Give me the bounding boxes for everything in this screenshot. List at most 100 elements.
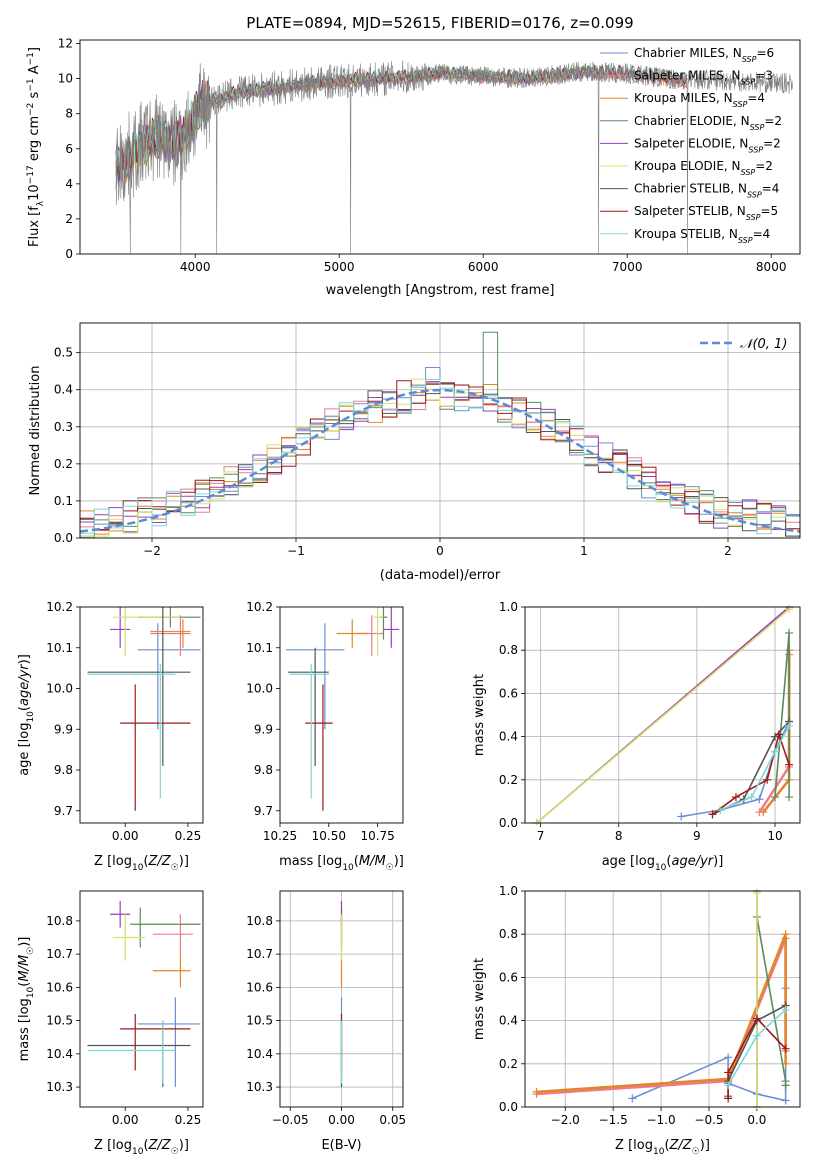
weight-line bbox=[681, 721, 790, 818]
weight-marker bbox=[763, 775, 772, 784]
y-tick-label: 1.0 bbox=[499, 600, 518, 614]
y-tick-label: 10.1 bbox=[246, 641, 273, 655]
x-tick-label: −1 bbox=[287, 544, 305, 558]
age-vs-Z-panel: 0.00 0.25 9.7 9.8 9.9 10.0 10.1 10.2 Z [log10(Z/… bbox=[17, 600, 204, 873]
axes-frame bbox=[524, 890, 801, 1108]
weight-marker bbox=[781, 1044, 790, 1053]
x-tick-label: −2.0 bbox=[551, 1113, 580, 1127]
y-tick-label: 0.8 bbox=[499, 927, 518, 941]
y-tick-label: 10.4 bbox=[46, 1047, 73, 1061]
x-tick-label: 2 bbox=[724, 544, 732, 558]
y-tick-label: 10.5 bbox=[46, 1014, 73, 1028]
legend-label: Salpeter ELODIE, NSSP=2 bbox=[634, 136, 781, 154]
x-axis-label: Z [log10(Z/Z☉)] bbox=[94, 854, 189, 873]
x-tick-label: 4000 bbox=[180, 260, 211, 274]
legend: Chabrier MILES, NSSP=6 Salpeter MILES, NS… bbox=[600, 46, 782, 244]
y-tick-label: 0.3 bbox=[54, 420, 73, 434]
x-axis-label: E(B-V) bbox=[321, 1138, 361, 1153]
y-tick-label: 9.7 bbox=[254, 804, 273, 818]
weight-marker bbox=[781, 1096, 790, 1105]
weight-marker bbox=[752, 1031, 761, 1040]
weight-line bbox=[719, 725, 790, 811]
x-tick-label: 7000 bbox=[612, 260, 643, 274]
error-bars bbox=[87, 607, 201, 811]
y-tick-label: 0.4 bbox=[54, 383, 73, 397]
y-tick-label: 9.9 bbox=[54, 722, 73, 736]
legend-label: Salpeter STELIB, NSSP=5 bbox=[634, 204, 778, 222]
weight-marker bbox=[774, 730, 783, 739]
weight-marker bbox=[747, 793, 756, 802]
x-tick-label: 0 bbox=[436, 544, 444, 558]
legend-label: Salpeter MILES, NSSP=3 bbox=[634, 69, 773, 87]
weight-marker bbox=[785, 760, 794, 769]
y-tick-label: 0.6 bbox=[499, 970, 518, 984]
histogram-step bbox=[80, 378, 800, 537]
weight-marker bbox=[724, 1068, 733, 1077]
x-tick-label: −2 bbox=[143, 544, 161, 558]
weight-marker bbox=[785, 721, 794, 730]
weight-marker bbox=[677, 812, 686, 821]
error-bars bbox=[87, 900, 201, 1088]
y-tick-label: 10.1 bbox=[46, 641, 73, 655]
residual-steps bbox=[80, 331, 800, 538]
error-bars bbox=[280, 891, 403, 1107]
x-tick-label: 0.0 bbox=[747, 1113, 766, 1127]
weight-lines bbox=[532, 889, 790, 1109]
error-bars bbox=[285, 607, 400, 811]
y-tick-label: 6 bbox=[65, 142, 73, 156]
y-tick-label: 10.3 bbox=[246, 1080, 273, 1094]
legend-label: Kroupa MILES, NSSP=4 bbox=[634, 91, 765, 109]
y-axis-label: Normed distribution bbox=[28, 366, 43, 496]
y-tick-label: 0.0 bbox=[499, 1100, 518, 1114]
y-tick-label: 9.8 bbox=[254, 763, 273, 777]
legend-label: Chabrier MILES, NSSP=6 bbox=[634, 46, 774, 64]
y-tick-label: 8 bbox=[65, 107, 73, 121]
y-tick-label: 4 bbox=[65, 177, 73, 191]
histogram-step bbox=[80, 367, 800, 537]
y-tick-label: 10.6 bbox=[46, 980, 73, 994]
y-tick-label: 0.2 bbox=[54, 457, 73, 471]
legend-label: Chabrier ELODIE, NSSP=2 bbox=[634, 114, 782, 132]
y-axis-label: mass [log10(M/M☉)] bbox=[17, 937, 36, 1062]
y-tick-label: 0.4 bbox=[499, 1014, 518, 1028]
y-tick-label: 0 bbox=[65, 247, 73, 261]
x-tick-label: 0.00 bbox=[112, 1113, 139, 1127]
weight-marker bbox=[785, 628, 794, 637]
weight-marker bbox=[771, 747, 779, 756]
x-axis-label: Z [log10(Z/Z☉)] bbox=[94, 1138, 189, 1157]
x-tick-label: 6000 bbox=[468, 260, 499, 274]
weight-marker bbox=[759, 808, 768, 817]
legend-label: Kroupa STELIB, NSSP=4 bbox=[634, 227, 770, 245]
x-axis-label: mass [log10(M/M☉)] bbox=[279, 854, 404, 873]
axes-frame bbox=[279, 606, 404, 824]
x-tick-label: 0.25 bbox=[175, 1113, 202, 1127]
y-tick-label: 10.2 bbox=[46, 600, 73, 614]
axes-frame bbox=[524, 606, 801, 824]
y-tick-label: 10.5 bbox=[246, 1014, 273, 1028]
legend-label: Chabrier STELIB, NSSP=4 bbox=[634, 182, 779, 200]
y-tick-label: 10.7 bbox=[246, 947, 273, 961]
weight-marker bbox=[755, 795, 764, 804]
histogram-step bbox=[80, 379, 800, 535]
x-tick-label: 0.00 bbox=[112, 829, 139, 843]
y-tick-label: 10 bbox=[58, 72, 73, 86]
x-axis-label: wavelength [Angstrom, rest frame] bbox=[326, 283, 555, 298]
weight-marker bbox=[781, 1081, 790, 1090]
weight-marker bbox=[752, 889, 761, 898]
weight-marker bbox=[785, 605, 794, 614]
x-tick-label: 10.25 bbox=[263, 829, 297, 843]
legend-label: 𝒩(0, 1) bbox=[740, 337, 787, 352]
weight-marker bbox=[781, 930, 790, 939]
y-tick-label: 9.9 bbox=[254, 722, 273, 736]
y-tick-label: 0.8 bbox=[499, 643, 518, 657]
x-tick-label: 9 bbox=[693, 829, 701, 843]
observed-spectrum-line bbox=[115, 60, 793, 254]
y-tick-label: 0.1 bbox=[54, 494, 73, 508]
legend-label: Kroupa ELODIE, NSSP=2 bbox=[634, 159, 773, 177]
weight-marker bbox=[771, 793, 779, 802]
weight-marker bbox=[724, 1053, 733, 1062]
weight-marker bbox=[724, 1094, 733, 1103]
axes-frame bbox=[79, 606, 204, 824]
y-tick-label: 0.6 bbox=[499, 686, 518, 700]
x-axis-label: (data-model)/error bbox=[380, 568, 501, 583]
